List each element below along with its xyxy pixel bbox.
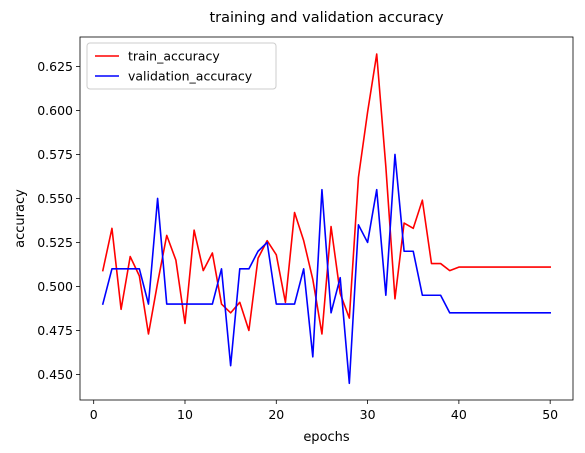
y-tick-label: 0.600 (37, 103, 73, 118)
plot-area-frame (79, 36, 574, 401)
x-tick-label: 30 (360, 407, 376, 422)
chart-title: training and validation accuracy (209, 10, 444, 26)
legend-label: validation_accuracy (128, 69, 253, 84)
y-tick-label: 0.550 (37, 191, 73, 206)
x-axis-ticks: 0 10 20 30 40 50 (90, 400, 558, 422)
x-tick-label: 20 (268, 407, 284, 422)
x-tick-label: 0 (90, 407, 98, 422)
x-tick-label: 50 (542, 407, 558, 422)
legend-label: train_accuracy (128, 49, 220, 64)
y-tick-label: 0.500 (37, 279, 73, 294)
y-tick-label: 0.475 (37, 323, 73, 338)
x-tick-label: 10 (177, 407, 193, 422)
legend: train_accuracy validation_accuracy (86, 42, 277, 90)
y-tick-label: 0.525 (37, 235, 73, 250)
legend-box (86, 42, 277, 90)
x-tick-label: 40 (451, 407, 467, 422)
y-tick-label: 0.575 (37, 147, 73, 162)
y-axis-label: accuracy (13, 189, 28, 248)
y-tick-label: 0.625 (37, 59, 73, 74)
y-tick-label: 0.450 (37, 367, 73, 382)
series-layer (101, 53, 551, 385)
series-line-train-accuracy (101, 53, 551, 335)
y-axis-ticks: 0.450 0.475 0.500 0.525 0.550 0.575 0.600 0.625 (37, 59, 80, 382)
series-line-validation-accuracy (101, 153, 551, 385)
x-axis-label: epochs (303, 430, 350, 445)
